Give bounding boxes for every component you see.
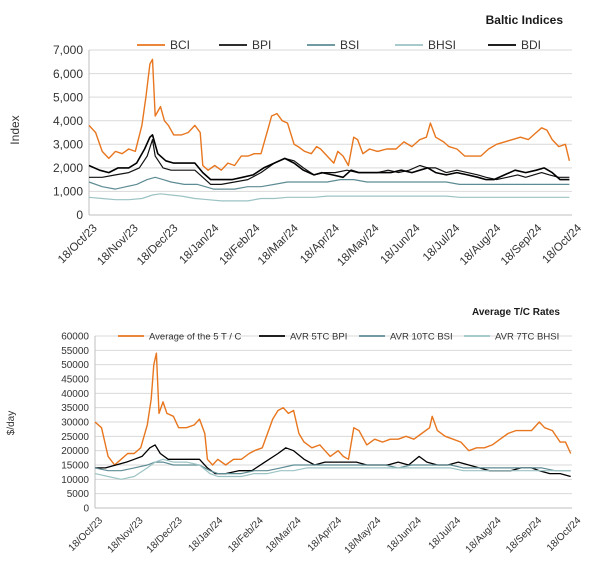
c1-xtick-label: 18/Oct/24 xyxy=(540,222,584,266)
c1-series-bpi xyxy=(89,139,570,185)
c2-series-avr-7tc-bhsi xyxy=(94,458,571,480)
c1-ytick-label: 4,000 xyxy=(53,114,83,128)
c2-xtick-label: 18/Nov/23 xyxy=(106,515,146,555)
c1-xtick-label: 18/Sep/24 xyxy=(499,222,545,268)
c1-ytick-label: 5,000 xyxy=(53,90,83,104)
c2-series-avr-10tc-bsi xyxy=(94,461,571,475)
chart1-ylabel: Index xyxy=(8,115,22,144)
c1-xtick-label: 18/Nov/23 xyxy=(95,222,141,268)
c2-xtick-label: 18/Jun/24 xyxy=(385,515,424,554)
c1-legend-label-bpi: BPI xyxy=(252,38,271,52)
c2-ytick-label: 60000 xyxy=(61,332,89,343)
c2-ytick-label: 50000 xyxy=(61,360,89,371)
c2-xtick-label: 18/Aug/24 xyxy=(464,515,504,555)
c2-xtick-label: 18/Jul/24 xyxy=(427,515,464,552)
c1-xtick-label: 18/May/24 xyxy=(335,222,382,269)
c2-xtick-label: 18/Oct/24 xyxy=(545,515,584,554)
c1-xtick-label: 18/Dec/23 xyxy=(135,222,181,268)
c1-ytick-label: 7,000 xyxy=(53,43,83,57)
c2-ytick-label: 55000 xyxy=(61,346,89,357)
c1-xtick-label: 18/Jan/24 xyxy=(177,222,222,267)
c2-ytick-label: 15000 xyxy=(61,461,89,472)
c1-xtick-label: 18/Mar/24 xyxy=(256,222,302,268)
c2-series-average-of-the-5-t-c xyxy=(94,352,572,466)
c1-legend-label-bdi: BDI xyxy=(521,38,541,52)
c1-ytick-label: 1,000 xyxy=(53,185,83,199)
c1-series-bdi xyxy=(88,134,570,181)
c2-xtick-label: 18/Mar/24 xyxy=(264,515,304,555)
c2-legend-label-average-of-the-5-t-c: Average of the 5 T / C xyxy=(149,331,242,342)
c2-ytick-label: 40000 xyxy=(61,389,89,400)
c2-ytick-label: 45000 xyxy=(61,375,89,386)
c2-ytick-label: 20000 xyxy=(61,446,89,457)
c1-ytick-label: 6,000 xyxy=(53,67,83,81)
c1-xtick-label: 18/Jun/24 xyxy=(378,222,423,267)
c2-ytick-label: 35000 xyxy=(61,403,89,414)
c2-ytick-label: 5000 xyxy=(67,489,90,500)
c2-xtick-label: 18/Sep/24 xyxy=(504,515,544,555)
chart1-title: Baltic Indices xyxy=(486,13,564,27)
c2-xtick-label: 18/Jan/24 xyxy=(186,515,225,554)
c2-xtick-label: 18/Apr/24 xyxy=(306,515,345,554)
c1-legend-label-bsi: BSI xyxy=(340,38,359,52)
c2-ytick-label: 0 xyxy=(83,504,89,515)
chart2-title: Average T/C Rates xyxy=(472,307,560,318)
c1-ytick-label: 0 xyxy=(76,208,83,222)
c1-ytick-label: 3,000 xyxy=(53,137,83,151)
c2-legend-label-avr-10tc-bsi: AVR 10TC BSI xyxy=(390,331,453,342)
c2-xtick-label: 18/Feb/24 xyxy=(226,515,266,555)
c1-ytick-label: 2,000 xyxy=(53,161,83,175)
c2-xtick-label: 18/Oct/23 xyxy=(67,515,106,554)
c1-xtick-label: 18/Aug/24 xyxy=(458,222,504,268)
average-tc-rates-chart: Average T/C Rates $/day 0 5000 10000 15000 2… xyxy=(6,307,584,556)
c1-series-bsi xyxy=(88,176,570,190)
c1-series-bci xyxy=(88,58,571,171)
c1-xtick-label: 18/Jul/24 xyxy=(421,222,463,264)
c2-legend-label-avr-7tc-bhsi: AVR 7TC BHSI xyxy=(495,331,559,342)
chart2-ylabel: $/day xyxy=(6,411,17,435)
c2-xtick-label: 18/Dec/23 xyxy=(145,515,185,555)
c1-xtick-label: 18/Oct/23 xyxy=(56,222,100,266)
c2-ytick-label: 25000 xyxy=(61,432,89,443)
c1-legend-label-bci: BCI xyxy=(170,38,190,52)
c1-series-bhsi xyxy=(88,193,570,202)
c1-legend-label-bhsi: BHSI xyxy=(428,38,456,52)
c2-legend-label-avr-5tc-bpi: AVR 5TC BPI xyxy=(290,331,347,342)
c2-xtick-label: 18/May/24 xyxy=(343,515,384,556)
baltic-indices-chart: Baltic Indices Index 0 1,000 2,000 3,000 4,0… xyxy=(8,13,585,269)
c2-ytick-label: 30000 xyxy=(61,418,89,429)
c2-ytick-label: 10000 xyxy=(61,475,89,486)
